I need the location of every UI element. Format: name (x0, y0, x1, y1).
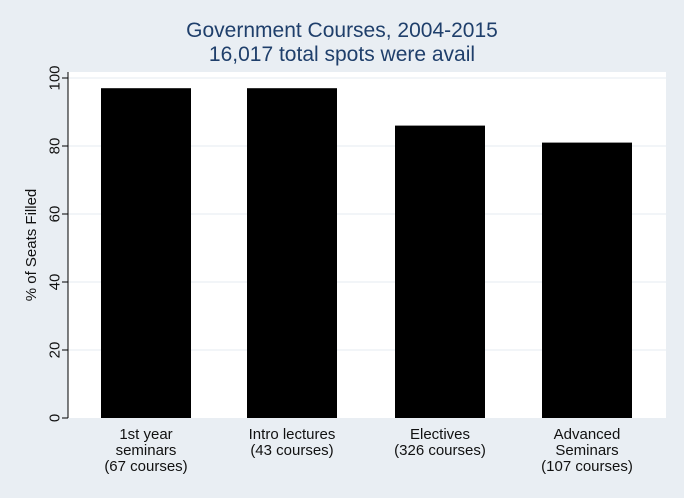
y-tick-label-40: 40 (47, 274, 64, 291)
chart-title: Government Courses, 2004-2015 (186, 19, 498, 42)
chart-subtitle: 16,017 total spots were avail (208, 43, 476, 66)
bar-3 (395, 125, 485, 418)
y-tick-label-20: 20 (47, 342, 64, 359)
x-category-label-4: Advanced Seminars (107 courses) (541, 426, 633, 475)
y-axis-title: % of Seats Filled (23, 189, 40, 302)
x-category-label-3: Electives (326 courses) (394, 426, 486, 459)
x-axis-labels: 1st year seminars (67 courses) Intro lectur… (104, 426, 633, 475)
bar-4 (542, 142, 632, 418)
bars (101, 88, 632, 418)
y-tick-label-100: 100 (47, 65, 64, 90)
y-tick-label-60: 60 (47, 206, 64, 223)
y-axis-ticks: 0 20 40 60 80 100 (47, 65, 68, 422)
x-category-label-2: Intro lectures (43 courses) (249, 426, 336, 459)
x-category-label-1: 1st year seminars (67 courses) (104, 426, 187, 475)
bar-2 (247, 88, 337, 418)
y-tick-label-80: 80 (47, 138, 64, 155)
bar-1 (101, 88, 191, 418)
y-tick-label-0: 0 (47, 414, 64, 422)
